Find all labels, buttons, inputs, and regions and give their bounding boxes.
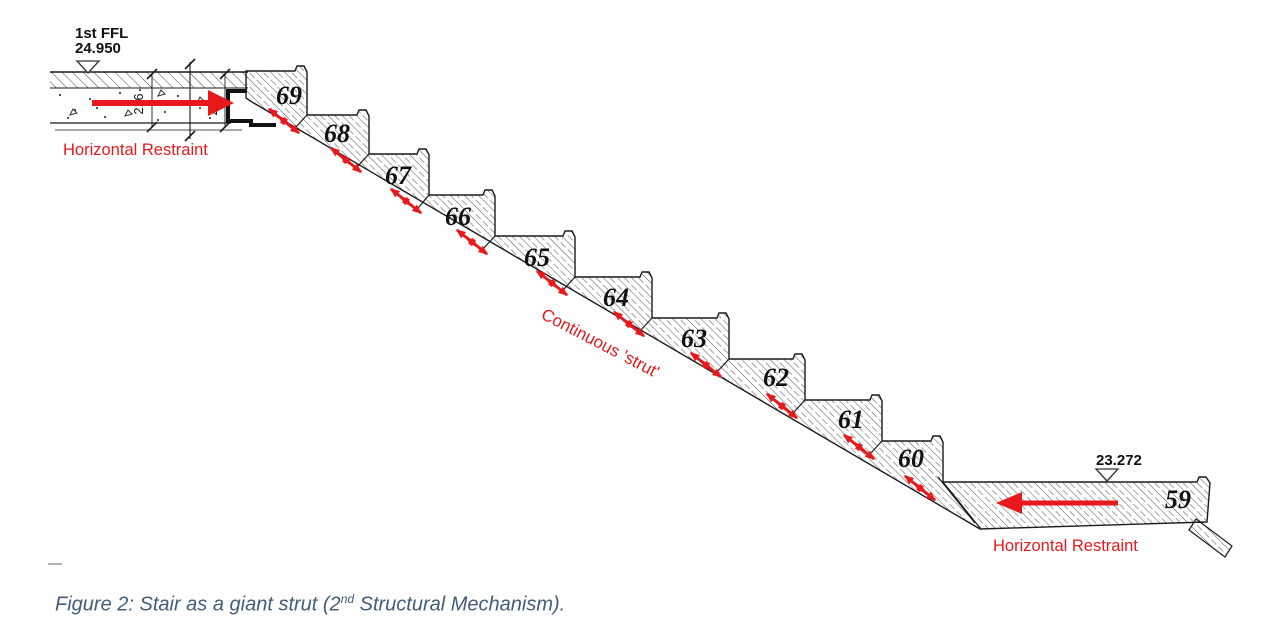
lower-level-marker: 23.272 bbox=[1094, 452, 1142, 482]
step-number-60: 60 bbox=[898, 444, 924, 473]
step-number-68: 68 bbox=[324, 119, 350, 148]
caption-text: Figure 2: Stair as a giant strut (2 bbox=[55, 593, 341, 616]
horizontal-restraint-bottom-label: Horizontal Restraint bbox=[993, 537, 1138, 555]
step-number-64: 64 bbox=[603, 283, 629, 312]
datum-triangle-icon bbox=[1094, 468, 1120, 482]
datum-triangle-icon bbox=[75, 60, 101, 74]
lower-flight-continuation bbox=[1188, 518, 1233, 558]
upper-level-label: 1st FFL bbox=[75, 25, 128, 42]
restraint-arrow-bottom bbox=[996, 492, 1118, 514]
step-number-66: 66 bbox=[445, 202, 471, 231]
concrete-speckles bbox=[58, 88, 214, 122]
horizontal-restraint-top-label: Horizontal Restraint bbox=[63, 141, 208, 159]
step-number-69: 69 bbox=[276, 81, 302, 110]
upper-level-value: 24.950 bbox=[75, 40, 121, 57]
restraint-arrow-top bbox=[92, 90, 234, 116]
step-number-62: 62 bbox=[763, 363, 789, 392]
step-number-61: 61 bbox=[838, 405, 864, 434]
step-number-63: 63 bbox=[681, 324, 707, 353]
figure-caption: Figure 2: Stair as a giant strut (2nd St… bbox=[55, 592, 755, 617]
stair-flight-outline bbox=[245, 65, 1211, 530]
step-number-59: 59 bbox=[1165, 485, 1191, 514]
upper-level-marker: 1st FFL 24.950 bbox=[75, 25, 128, 74]
arrow-head-icon bbox=[996, 492, 1022, 514]
slab-stair-rebate-joint bbox=[226, 89, 276, 127]
caption-superscript: nd bbox=[340, 592, 355, 606]
stray-dash-mark bbox=[48, 563, 62, 565]
lower-level-value: 23.272 bbox=[1096, 452, 1142, 469]
step-numbers: 69 68 67 66 65 64 63 62 61 60 59 bbox=[276, 81, 1191, 514]
caption-text-suffix: Structural Mechanism). bbox=[354, 593, 566, 616]
step-number-65: 65 bbox=[524, 243, 550, 272]
step-number-67: 67 bbox=[385, 161, 412, 190]
slab-screed-hatch bbox=[50, 72, 248, 88]
tread-joint-lines bbox=[294, 114, 981, 529]
arrow-head-icon bbox=[208, 90, 234, 116]
